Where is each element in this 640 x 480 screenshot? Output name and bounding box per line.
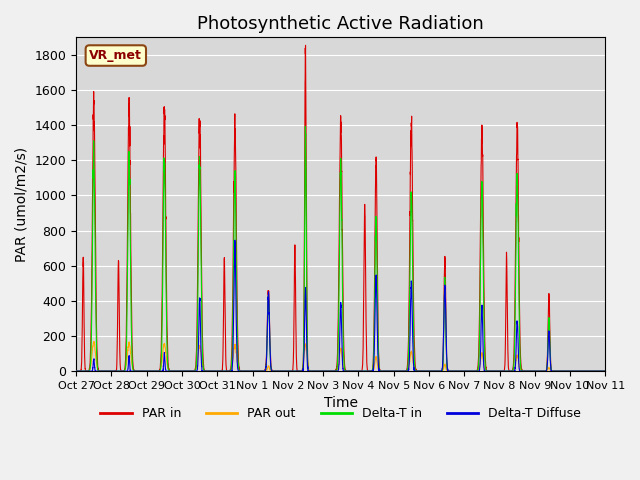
Text: VR_met: VR_met <box>90 49 142 62</box>
X-axis label: Time: Time <box>324 396 358 410</box>
Y-axis label: PAR (umol/m2/s): PAR (umol/m2/s) <box>15 147 29 262</box>
Title: Photosynthetic Active Radiation: Photosynthetic Active Radiation <box>197 15 484 33</box>
Legend: PAR in, PAR out, Delta-T in, Delta-T Diffuse: PAR in, PAR out, Delta-T in, Delta-T Dif… <box>95 402 586 425</box>
